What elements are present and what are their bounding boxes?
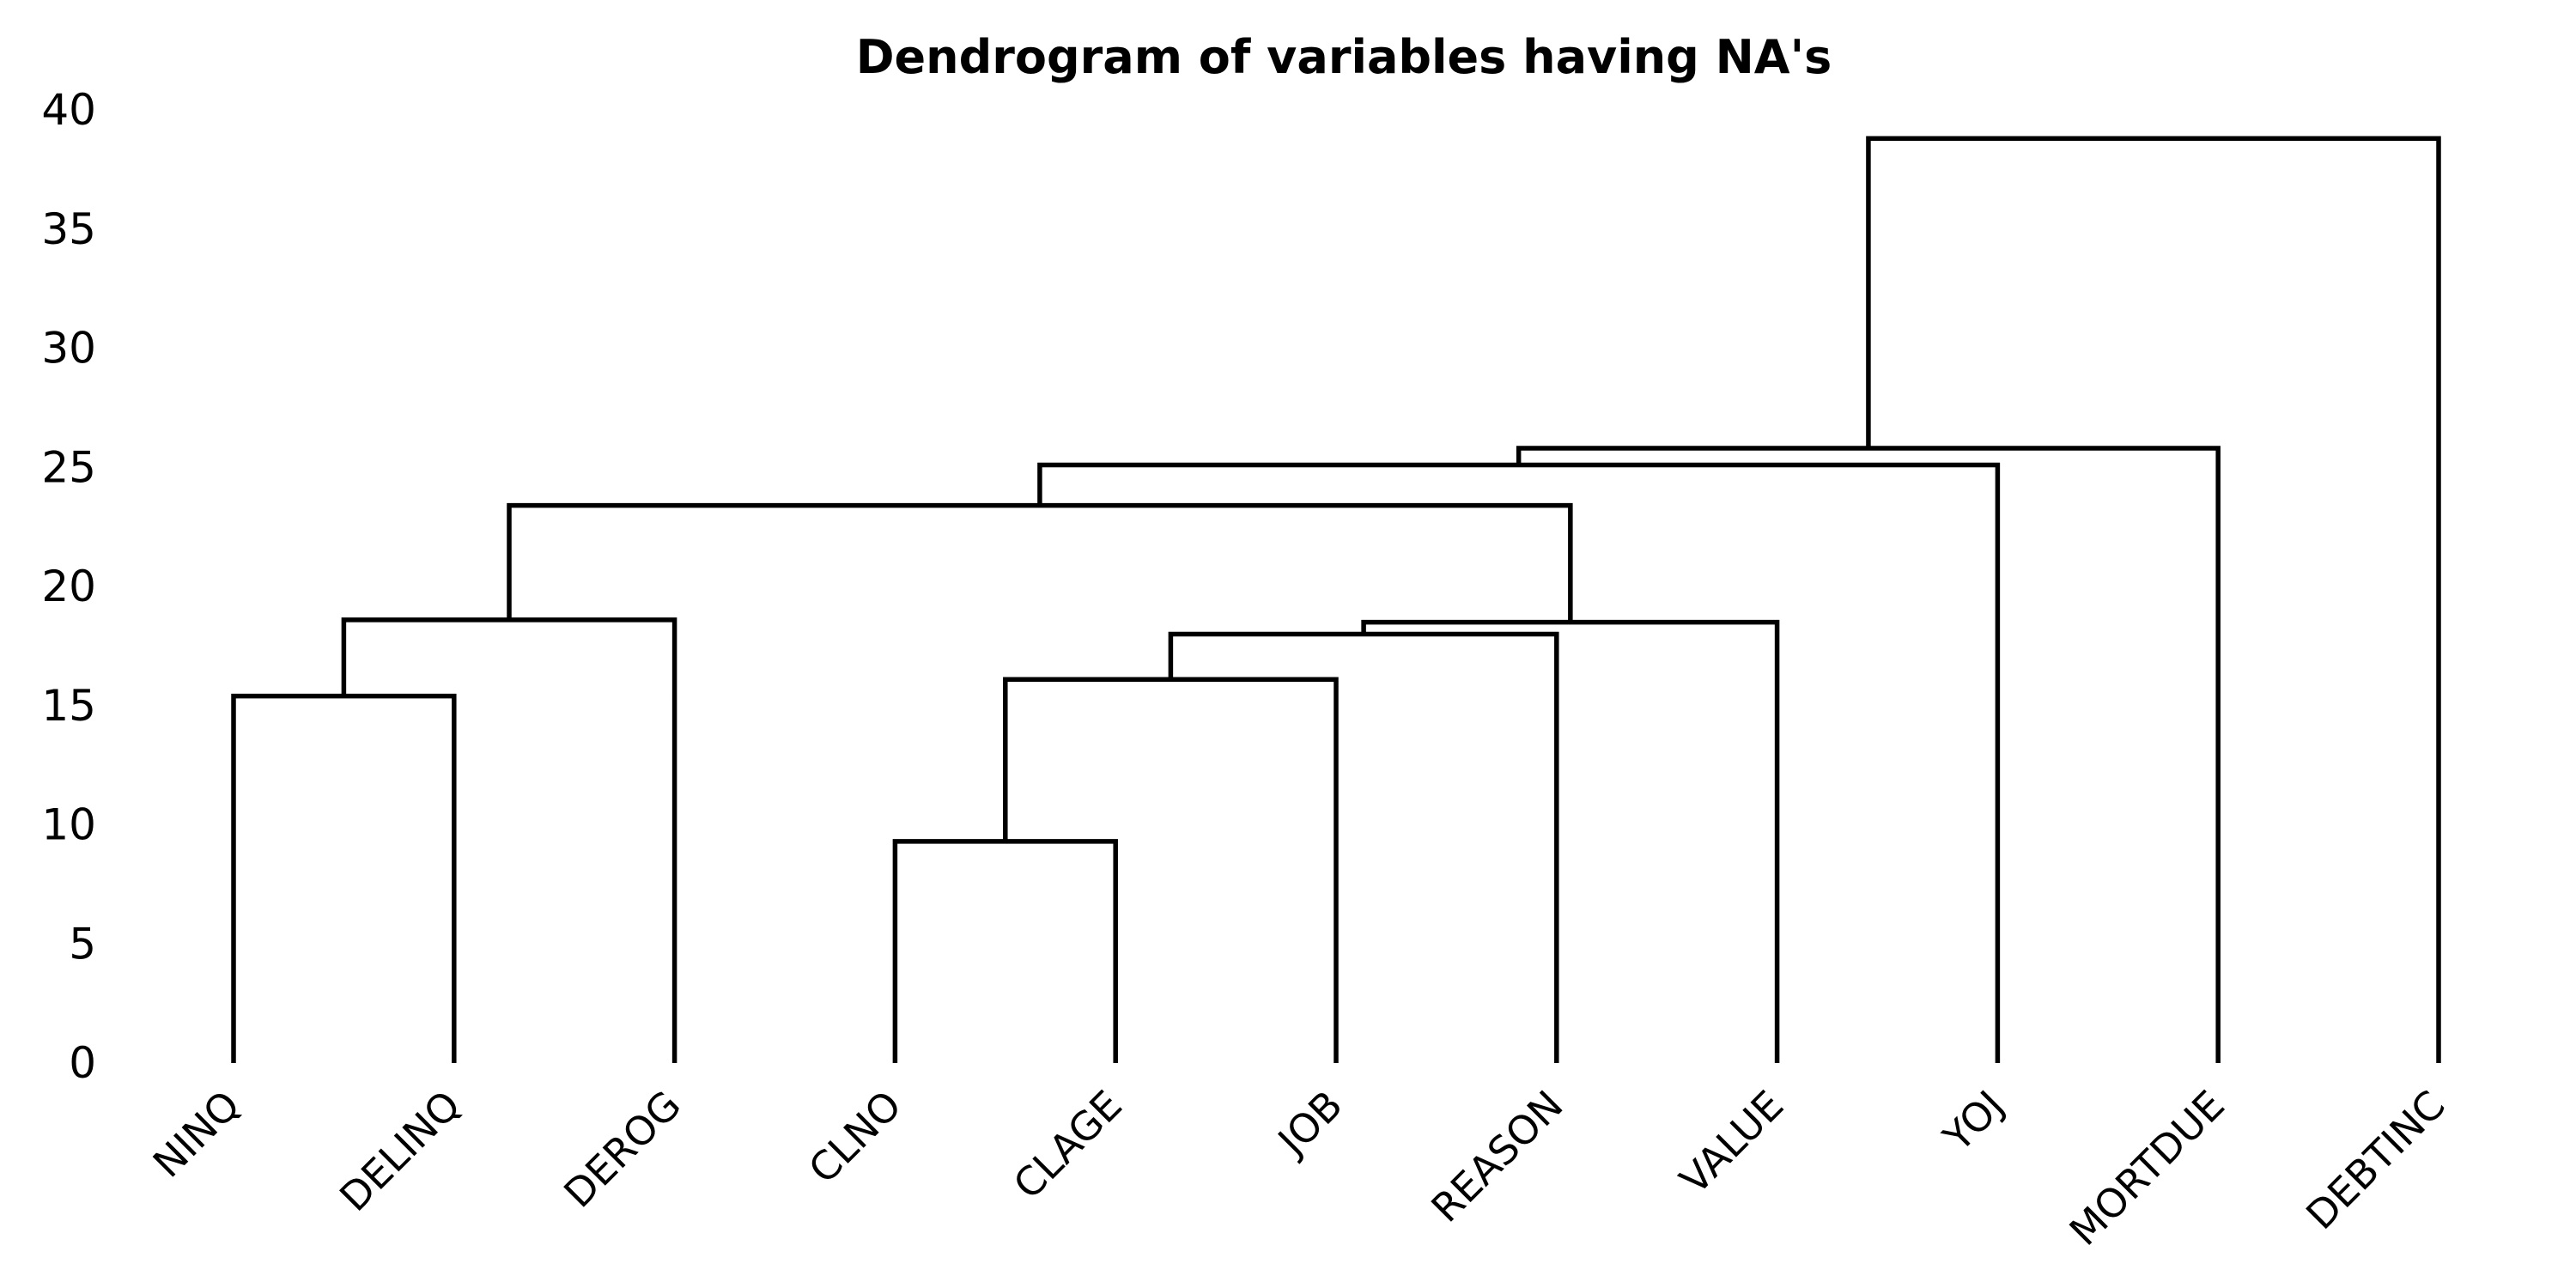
x-axis-leaf-labels: NINQ DELINQ DEROG CLNO CLAGE JOB REASON VALUE YO… — [144, 1082, 2454, 1255]
dendrogram-link — [1516, 446, 2221, 1063]
dendrogram-link — [1003, 677, 1339, 1063]
x-tick-label: DEROG — [555, 1082, 690, 1217]
y-axis-ticks: 0 5 10 15 20 25 30 35 40 — [41, 85, 96, 1088]
x-tick-label: CLAGE — [1005, 1082, 1131, 1208]
dendrogram-links — [231, 136, 2441, 1063]
x-tick-label: DEBTINC — [2297, 1082, 2454, 1239]
dendrogram-link — [892, 839, 1118, 1063]
dendrogram-link — [231, 693, 457, 1063]
y-tick-label: 25 — [41, 442, 96, 492]
dendrogram-link — [1168, 631, 1559, 1063]
x-tick-label: NINQ — [144, 1082, 249, 1187]
y-tick-label: 35 — [41, 204, 96, 254]
x-tick-label: VALUE — [1671, 1082, 1792, 1203]
y-tick-label: 15 — [41, 681, 96, 731]
x-tick-label: YOJ — [1934, 1082, 2013, 1161]
y-tick-label: 0 — [69, 1038, 96, 1088]
dendrogram-link — [1037, 462, 2001, 1063]
y-tick-label: 20 — [41, 562, 96, 611]
y-tick-label: 5 — [69, 919, 96, 969]
dendrogram-link — [1866, 136, 2441, 1063]
dendrogram-link — [507, 502, 1573, 623]
dendrogram-link — [341, 617, 677, 1063]
x-tick-label: CLNO — [799, 1082, 910, 1193]
dendrogram-link — [1361, 619, 1780, 1063]
y-tick-label: 30 — [41, 324, 96, 374]
chart-title: Dendrogram of variables having NA's — [856, 30, 1832, 84]
x-tick-label: DELINQ — [331, 1082, 469, 1220]
x-tick-label: JOB — [1267, 1082, 1352, 1166]
y-tick-label: 10 — [41, 800, 96, 850]
x-tick-label: MORTDUE — [2061, 1082, 2233, 1255]
y-tick-label: 40 — [41, 85, 96, 135]
x-tick-label: REASON — [1422, 1082, 1571, 1231]
